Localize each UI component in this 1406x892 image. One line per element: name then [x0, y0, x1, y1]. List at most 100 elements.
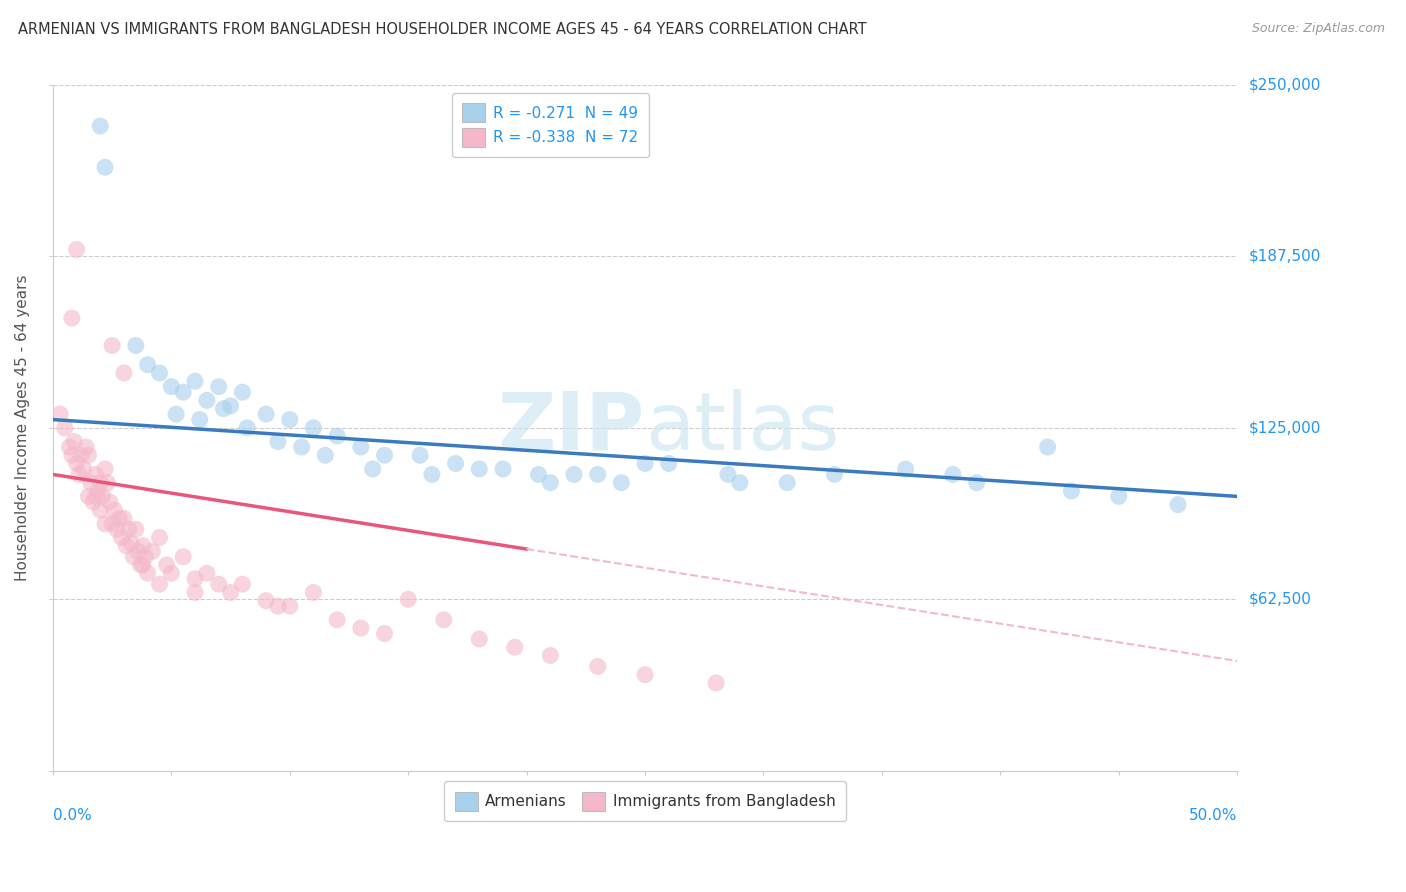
Point [236, 421, 259, 435]
Point [94, 462, 117, 476]
Point [219, 585, 242, 599]
Point [67, 467, 90, 482]
Point [409, 448, 432, 462]
Point [492, 462, 515, 476]
Text: 50.0%: 50.0% [1189, 808, 1237, 823]
Point [105, 522, 128, 536]
Point [562, 467, 585, 482]
Point [468, 462, 491, 476]
Point [361, 462, 384, 476]
Point [94, 160, 117, 174]
Point [94, 516, 117, 531]
Point [73, 462, 96, 476]
Point [468, 632, 491, 646]
Point [350, 440, 373, 454]
Point [96, 475, 118, 490]
Text: $250,000: $250,000 [1249, 78, 1320, 93]
Point [278, 599, 301, 614]
Point [127, 544, 149, 558]
Point [84, 490, 107, 504]
Point [503, 640, 526, 655]
Point [112, 366, 135, 380]
Point [160, 379, 183, 393]
Point [212, 401, 235, 416]
Point [1108, 490, 1130, 504]
Point [444, 457, 467, 471]
Point [538, 648, 561, 663]
Point [291, 440, 314, 454]
Point [89, 503, 111, 517]
Point [302, 585, 325, 599]
Point [396, 592, 419, 607]
Point [634, 457, 657, 471]
Point [148, 366, 170, 380]
Point [278, 412, 301, 426]
Point [120, 536, 142, 550]
Point [586, 659, 609, 673]
Point [108, 511, 131, 525]
Point [184, 585, 207, 599]
Point [302, 421, 325, 435]
Point [1036, 440, 1059, 454]
Y-axis label: Householder Income Ages 45 - 64 years: Householder Income Ages 45 - 64 years [15, 275, 30, 581]
Point [129, 558, 152, 572]
Point [717, 467, 740, 482]
Point [658, 457, 681, 471]
Point [267, 599, 290, 614]
Point [1167, 498, 1189, 512]
Point [77, 448, 100, 462]
Point [326, 429, 349, 443]
Point [148, 577, 170, 591]
Point [125, 522, 148, 536]
Point [87, 483, 110, 498]
Text: Source: ZipAtlas.com: Source: ZipAtlas.com [1251, 22, 1385, 36]
Point [326, 613, 349, 627]
Point [122, 549, 145, 564]
Point [433, 613, 456, 627]
Point [267, 434, 290, 449]
Point [112, 511, 135, 525]
Point [776, 475, 799, 490]
Point [110, 531, 132, 545]
Point [195, 393, 218, 408]
Text: $187,500: $187,500 [1249, 249, 1320, 264]
Point [1060, 483, 1083, 498]
Point [125, 338, 148, 352]
Point [219, 399, 242, 413]
Point [115, 539, 138, 553]
Point [610, 475, 633, 490]
Point [103, 503, 125, 517]
Text: ARMENIAN VS IMMIGRANTS FROM BANGLADESH HOUSEHOLDER INCOME AGES 45 - 64 YEARS COR: ARMENIAN VS IMMIGRANTS FROM BANGLADESH H… [18, 22, 868, 37]
Point [89, 119, 111, 133]
Point [65, 243, 87, 257]
Point [586, 467, 609, 482]
Point [231, 385, 253, 400]
Point [420, 467, 443, 482]
Point [101, 516, 124, 531]
Point [49, 407, 72, 421]
Point [53, 421, 76, 435]
Point [254, 407, 277, 421]
Point [728, 475, 751, 490]
Point [165, 407, 187, 421]
Legend: Armenians, Immigrants from Bangladesh: Armenians, Immigrants from Bangladesh [444, 781, 846, 822]
Point [141, 544, 163, 558]
Point [373, 626, 395, 640]
Point [98, 495, 121, 509]
Point [942, 467, 965, 482]
Point [77, 490, 100, 504]
Point [160, 566, 183, 581]
Point [148, 531, 170, 545]
Point [195, 566, 218, 581]
Point [58, 440, 80, 454]
Point [894, 462, 917, 476]
Point [136, 566, 159, 581]
Point [184, 572, 207, 586]
Point [80, 475, 103, 490]
Point [84, 467, 107, 482]
Point [208, 379, 231, 393]
Point [824, 467, 846, 482]
Point [350, 621, 373, 635]
Point [188, 412, 211, 426]
Point [132, 539, 155, 553]
